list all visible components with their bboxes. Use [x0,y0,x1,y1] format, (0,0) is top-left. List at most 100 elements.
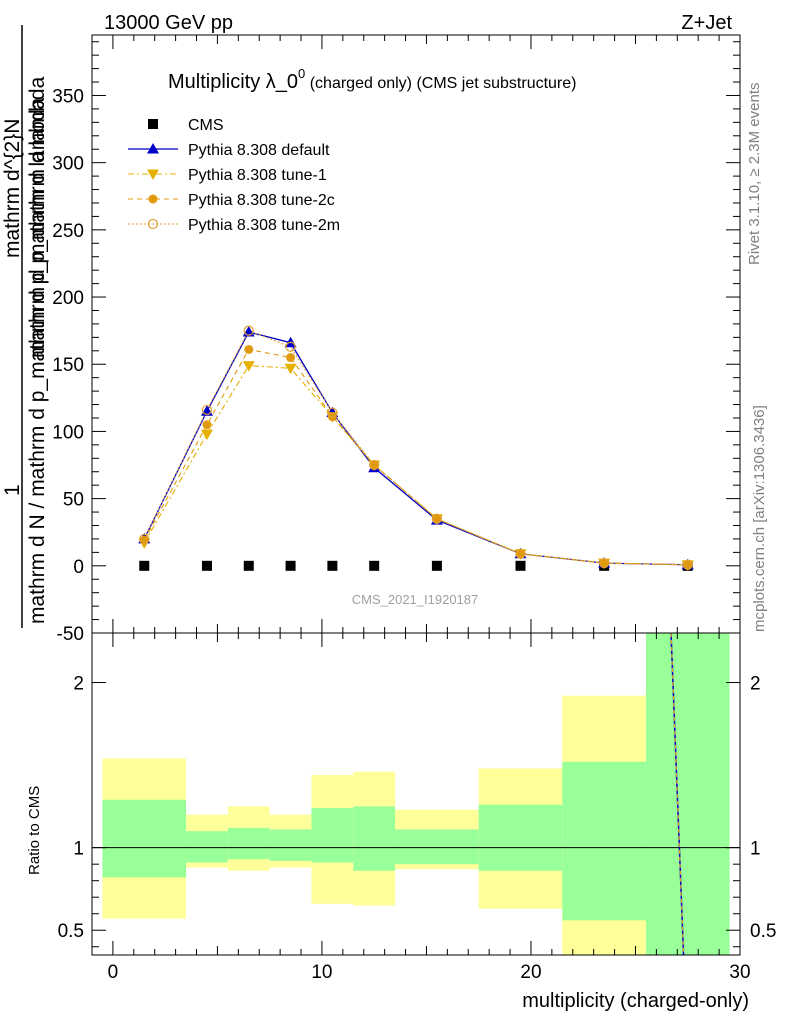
data-point [286,353,296,363]
series-line [143,365,688,566]
header-right: Z+Jet [681,12,732,34]
header-left: 13000 GeV pp [104,12,233,34]
legend-marker [148,194,158,204]
x-axis-label: multiplicity (charged-only) [522,990,749,1012]
data-point [431,560,442,571]
ratio-curves [670,632,685,956]
data-point [243,560,254,571]
ratio-band-green [102,799,187,878]
data-point [599,558,610,569]
main-title-superscript: 0 [298,66,305,81]
legend-marker [147,143,159,154]
data-point [244,344,254,354]
ratio-band-green [269,829,312,861]
ratio-frame [91,632,741,956]
y-axis-label: 1 mathrm d N / mathrm d p_mathrm d p_mat… [1,25,49,628]
ratio-band-green [645,633,730,955]
main-panel: -50 0 50 100 150 200 250 300 350 Multiplicity λ_… [52,34,741,645]
main-ytick-label: 100 [52,422,84,443]
data-point [515,548,526,559]
data-point [139,560,150,571]
data-point [201,560,212,571]
data-point [243,325,254,336]
main-title-prefix: Multiplicity λ_0 [168,71,298,93]
x-tick-label: 20 [520,962,541,983]
legend-marker [147,218,159,230]
series-line [143,331,688,566]
ratio-ticks [92,633,741,955]
ratio-ytick-label-left: 1 [73,839,84,860]
ratio-band-green [478,804,563,871]
x-tick-label: 10 [311,962,332,983]
ratio-band-green [562,761,646,921]
series-line [143,329,688,566]
ratio-ytick-labels: 0.5 0.5 1 1 2 2 [58,674,777,943]
main-title: Multiplicity λ_00 (charged only) (CMS je… [168,66,576,93]
ratio-ytick-label-left: 0.5 [58,921,84,942]
data-point [242,361,255,372]
ratio-band-green [227,827,270,860]
data-point [284,363,297,375]
ratio-band-green [395,829,479,865]
data-point [327,407,338,418]
main-ytick-label: 250 [52,221,84,242]
data-point [431,513,443,524]
y-label-overlay-1: mathrm d^{2}N [1,119,24,258]
data-point [516,549,526,559]
series-markers [138,325,694,571]
main-ytick-label: 0 [73,557,84,578]
y-label-numerator: 1 [1,484,24,496]
watermark: CMS_2021_I1920187 [352,592,479,607]
ratio-y-label: Ratio to CMS [26,786,43,875]
legend-label: Pythia 8.308 default [188,142,330,159]
legend-marker [147,169,159,180]
data-point [202,420,212,430]
data-point [139,533,150,545]
ratio-bands [102,633,730,955]
main-ytick-label: 350 [52,86,84,107]
data-point [683,560,693,570]
ratio-ytick-label-right: 1 [750,839,761,860]
ratio-ytick-label-left: 2 [73,674,84,695]
main-ytick-labels: -50 0 50 100 150 200 250 300 350 [52,86,84,645]
data-point [285,560,296,571]
legend: CMS Pythia 8.308 default Pythia 8.308 tune… [128,117,340,234]
data-point [599,558,609,568]
main-ytick-label: -50 [57,624,84,645]
legend-label: Pythia 8.308 tune-1 [188,167,327,184]
x-tick-labels: 0 10 20 30 [108,962,751,983]
main-ytick-label: 200 [52,288,84,309]
data-point [369,560,380,571]
main-title-suffix: (charged only) (CMS jet substructure) [305,75,576,92]
series-lines [143,329,688,566]
data-point [201,404,213,416]
series-line [143,348,688,566]
rivet-label: Rivet 3.1.10, ≥ 2.3M events [746,83,763,266]
x-tick-label: 30 [729,962,750,983]
mcplots-label: mcplots.cern.ch [arXiv:1306.3436] [751,405,768,632]
data-point [369,459,380,471]
legend-label: Pythia 8.308 tune-2m [188,217,340,234]
ratio-ytick-label-right: 2 [750,674,761,695]
ratio-band-green [311,808,354,863]
y-label-overlay-2: mathrm d p_mathrm d lambda [26,76,49,358]
data-point [369,460,379,470]
ratio-band-green [186,831,228,863]
data-point [515,560,526,571]
ratio-curve-tunes [670,632,685,956]
main-ytick-label: 300 [52,154,84,175]
data-point [285,341,296,352]
y-label-denominator: mathrm d N / mathrm d p_mathrm d p_mathr… [26,97,49,624]
ratio-band-green [353,806,396,871]
ratio-panel: 0.5 0.5 1 1 2 2 0 10 20 30 Ratio to CMS multipli… [26,632,777,1012]
legend-label: Pythia 8.308 tune-2c [188,192,335,209]
data-point [432,514,442,524]
data-point [682,559,693,570]
data-point [200,429,213,441]
legend-label: CMS [188,117,224,134]
legend-marker [148,119,158,129]
main-ytick-label: 150 [52,355,84,376]
ratio-ytick-label-right: 0.5 [750,921,776,942]
main-ytick-label: 50 [63,490,84,511]
